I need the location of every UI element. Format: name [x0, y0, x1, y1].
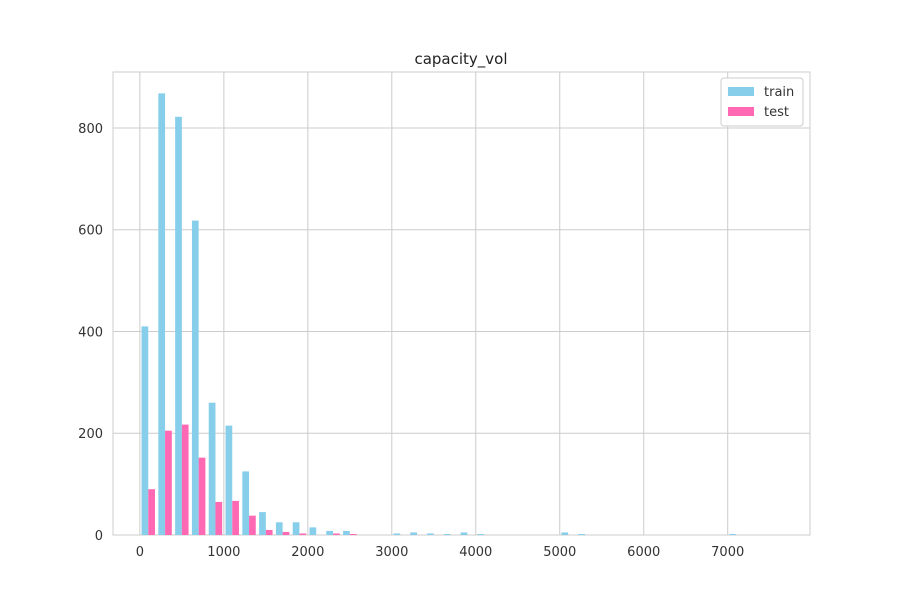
y-tick-label: 400 — [78, 325, 103, 340]
test-bar — [333, 533, 340, 535]
test-bar — [181, 424, 189, 535]
train-bar — [225, 425, 233, 535]
train-bar — [191, 220, 199, 535]
test-legend-label: test — [764, 105, 789, 120]
test-bar — [349, 533, 357, 535]
train-bar — [561, 532, 569, 535]
train-bar — [259, 512, 266, 535]
train-bar — [175, 116, 182, 536]
train-bar — [460, 532, 468, 535]
x-tick-label: 2000 — [291, 545, 324, 560]
y-tick-label: 800 — [78, 122, 103, 137]
train-bar — [141, 326, 149, 535]
x-tick-label: 3000 — [375, 545, 408, 560]
tick-labels: 0 1000 2000 3000 4000 5000 6000 7000 0 200 400 600 8… — [78, 122, 744, 560]
x-tick-label: 1000 — [207, 545, 240, 560]
train-bar — [393, 533, 401, 535]
y-tick-label: 200 — [78, 427, 103, 442]
y-tick-label: 0 — [95, 529, 103, 544]
train-bar — [208, 402, 216, 535]
train-bar — [326, 530, 334, 535]
train-bar — [427, 533, 434, 535]
train-bar — [729, 533, 737, 535]
plot-background — [112, 71, 811, 536]
x-tick-label: 0 — [136, 545, 144, 560]
test-bar — [165, 430, 172, 535]
test-legend-swatch — [728, 107, 754, 116]
train-bar — [343, 530, 350, 535]
test-bar — [232, 500, 239, 535]
train-bar — [292, 522, 300, 535]
x-tick-label: 4000 — [459, 545, 492, 560]
train-legend-swatch — [728, 87, 754, 96]
test-bar — [198, 457, 206, 535]
test-bar — [148, 489, 155, 535]
legend: train test — [720, 77, 804, 127]
train-bar — [578, 533, 585, 535]
train-bar — [309, 527, 317, 535]
train-bar — [275, 522, 283, 535]
train-bar — [242, 471, 250, 535]
train-bar — [477, 533, 485, 535]
x-tick-label: 6000 — [627, 545, 660, 560]
test-bar — [299, 533, 307, 535]
x-tick-label: 5000 — [543, 545, 576, 560]
chart-title: capacity_vol — [414, 50, 507, 69]
train-bar — [443, 533, 451, 535]
train-legend-label: train — [764, 85, 794, 100]
train-bar — [158, 93, 166, 536]
test-bar — [215, 501, 223, 535]
test-bar — [265, 529, 273, 535]
test-bar — [282, 531, 290, 535]
x-tick-label: 7000 — [711, 545, 744, 560]
test-bar — [249, 515, 256, 535]
train-bar — [410, 532, 417, 535]
bars — [141, 93, 737, 536]
y-tick-label: 600 — [78, 224, 103, 239]
